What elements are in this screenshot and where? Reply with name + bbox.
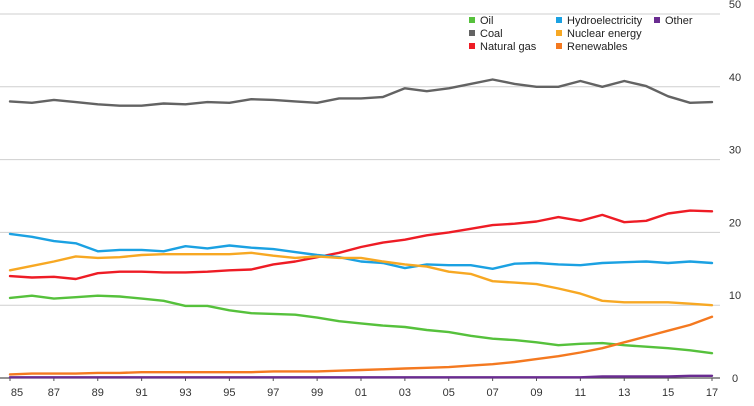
legend-swatch-oil [469,17,475,23]
y-axis-ticks: 0 10 20 30 40 50 [729,0,741,385]
x-axis-ticks: 85 87 89 91 93 95 97 99 01 03 05 07 09 11 13 15 17 [9,378,718,399]
x-tick-label-95: 95 [223,387,235,399]
y-tick-label-0: 0 [732,373,738,385]
y-tick-label-10: 10 [729,290,741,302]
x-tick-label-15: 15 [662,387,674,399]
legend-label-other: Other [665,15,693,27]
x-tick-label-09: 09 [530,387,542,399]
series-lines [8,78,714,379]
series-line-hydroelectricity [8,232,714,270]
legend-swatch-natural-gas [469,43,475,49]
x-tick-label-91: 91 [136,387,148,399]
series-line-other [8,374,714,379]
x-tick-label-85: 85 [11,387,23,399]
legend-label-oil: Oil [480,15,493,27]
x-tick-label-07: 07 [487,387,499,399]
y-tick-label-20: 20 [729,217,741,229]
x-tick-label-05: 05 [443,387,455,399]
legend-label-nuclear-energy: Nuclear energy [567,28,642,40]
x-tick-label-13: 13 [618,387,630,399]
legend-swatch-hydroelectricity [556,17,562,23]
x-tick-label-89: 89 [92,387,104,399]
legend-label-hydroelectricity: Hydroelectricity [567,15,643,27]
y-tick-label-40: 40 [729,72,741,84]
legend-swatch-renewables [556,43,562,49]
gridlines [0,13,720,379]
x-tick-label-11: 11 [575,387,586,399]
x-tick-label-87: 87 [48,387,60,399]
legend-label-natural-gas: Natural gas [480,41,537,53]
x-tick-label-93: 93 [179,387,191,399]
series-line-oil [8,294,714,355]
y-tick-label-30: 30 [729,145,741,157]
legend-swatch-coal [469,30,475,36]
legend: Oil Hydroelectricity Other Coal Nuclear ener… [469,15,693,53]
legend-swatch-other [654,17,660,23]
x-tick-label-17: 17 [706,387,718,399]
series-line-coal [8,78,714,107]
x-tick-label-03: 03 [399,387,411,399]
series-line-renewables [8,315,714,376]
legend-label-renewables: Renewables [567,41,628,53]
x-tick-label-01: 01 [355,387,367,399]
series-line-natural-gas [8,209,714,281]
x-tick-label-99: 99 [311,387,323,399]
legend-label-coal: Coal [480,28,503,40]
series-line-nuclear-energy [8,251,714,307]
y-tick-label-50: 50 [729,0,741,11]
x-tick-label-97: 97 [267,387,279,399]
legend-swatch-nuclear-energy [556,30,562,36]
